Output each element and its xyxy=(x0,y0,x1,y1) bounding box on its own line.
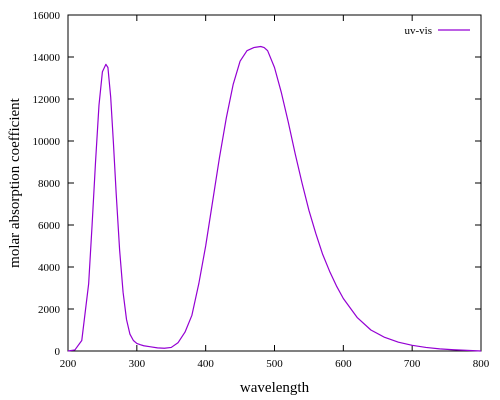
legend: uv-vis xyxy=(405,25,470,37)
x-tick-label: 700 xyxy=(404,358,421,370)
x-axis-ticks: 200 300 400 500 600 700 800 xyxy=(60,15,490,370)
series-line-uv-vis xyxy=(67,45,482,352)
y-axis-ticks: 0 2000 4000 6000 8000 10000 12000 14000 16000 xyxy=(33,10,481,358)
x-tick-label: 800 xyxy=(473,358,490,370)
x-tick-label: 200 xyxy=(60,358,77,370)
plot-area-frame xyxy=(67,14,482,352)
y-tick-label: 0 xyxy=(55,346,61,358)
legend-label-uv-vis: uv-vis xyxy=(405,25,433,37)
y-tick-label: 10000 xyxy=(33,136,61,148)
y-tick-label: 14000 xyxy=(33,52,61,64)
x-axis-title: wavelength xyxy=(240,380,310,396)
x-tick-label: 500 xyxy=(266,358,283,370)
x-tick-label: 600 xyxy=(335,358,352,370)
y-axis-title: molar absorption coefficient xyxy=(7,97,23,267)
y-tick-label: 6000 xyxy=(38,220,61,232)
y-tick-label: 2000 xyxy=(38,304,61,316)
x-tick-label: 300 xyxy=(129,358,146,370)
y-tick-label: 8000 xyxy=(38,178,61,190)
y-tick-label: 4000 xyxy=(38,262,61,274)
y-tick-label: 16000 xyxy=(33,10,61,22)
y-tick-label: 12000 xyxy=(33,94,61,106)
x-tick-label: 400 xyxy=(197,358,214,370)
